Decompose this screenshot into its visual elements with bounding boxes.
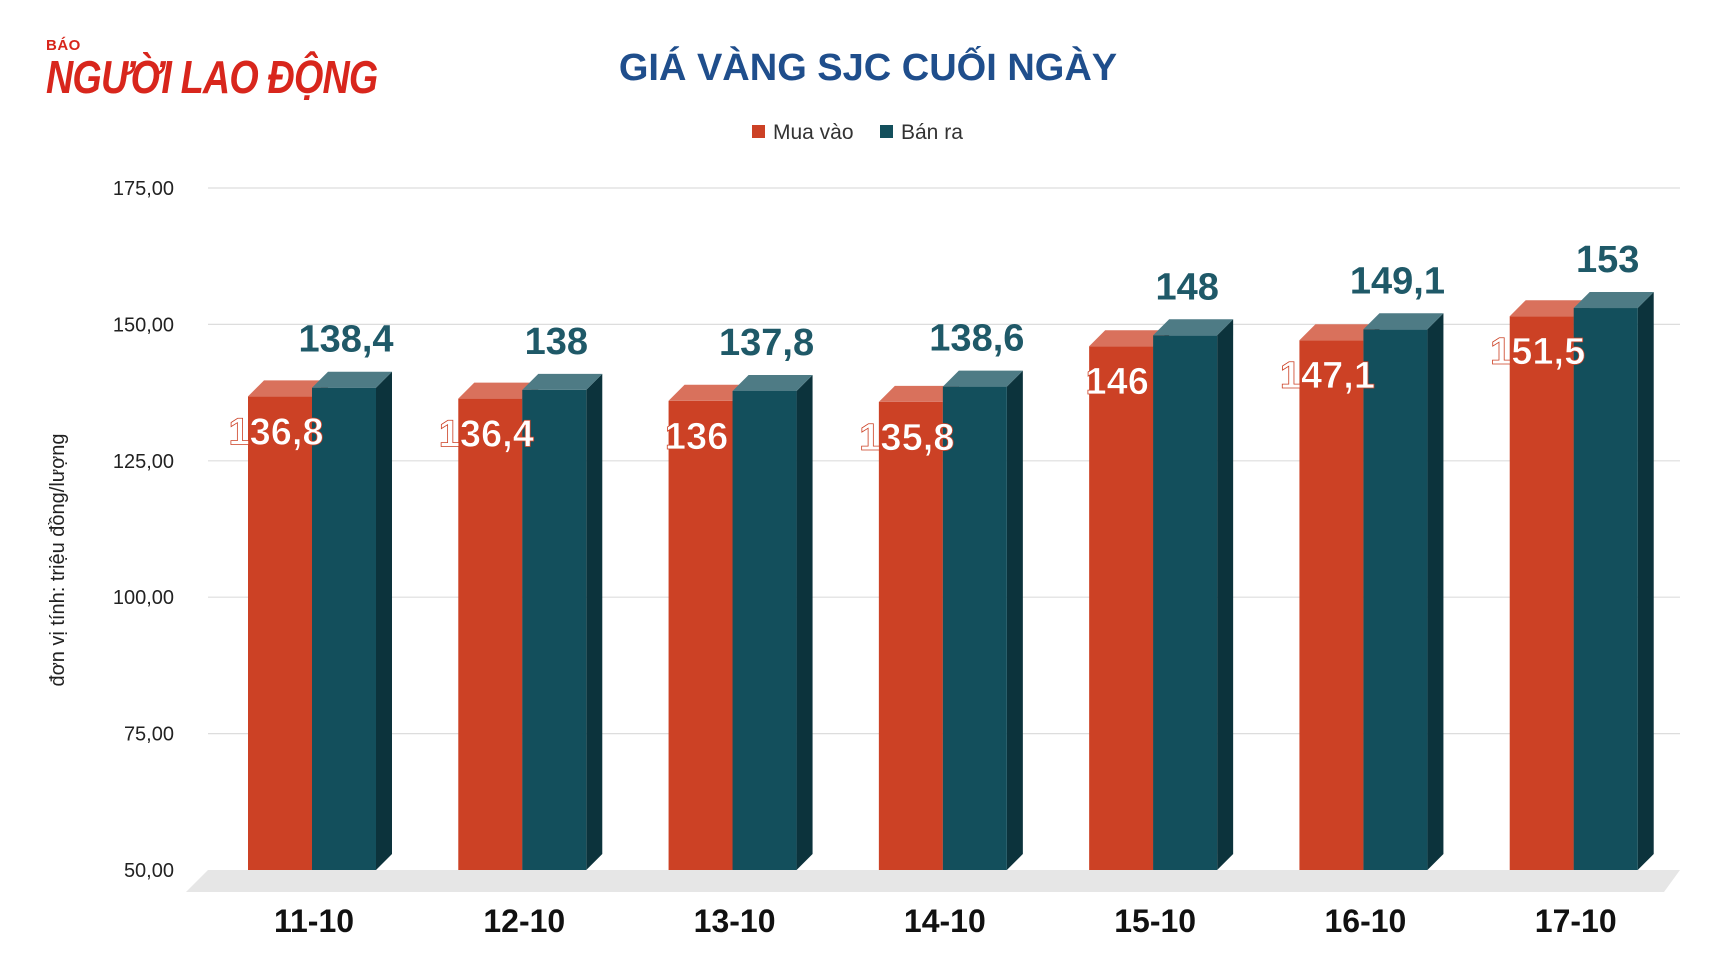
data-label-mua-vao: 147,1 bbox=[1280, 355, 1375, 397]
bar-ban-ra bbox=[942, 370, 1023, 870]
data-label-mua-vao: 136,4 bbox=[439, 414, 534, 456]
data-labels: 136,8 138,4 136,4 138 136 137,8 135,8 138,6 146 1… bbox=[228, 239, 1639, 459]
data-label-ban-ra: 148 bbox=[1155, 266, 1218, 308]
bar-ban-ra bbox=[312, 371, 392, 870]
data-label-ban-ra: 149,1 bbox=[1350, 260, 1445, 302]
chart-title: GIÁ VÀNG SJC CUỐI NGÀY bbox=[619, 44, 1117, 89]
legend-swatch-buy bbox=[752, 125, 765, 138]
y-axis-label: đơn vị tính: triệu đồng/lượng bbox=[47, 433, 69, 686]
logo-big-text: NGƯỜI LAO ĐỘNG bbox=[46, 51, 378, 103]
bars bbox=[248, 292, 1654, 871]
data-label-ban-ra: 138,4 bbox=[298, 319, 393, 361]
legend: Mua vào Bán ra bbox=[752, 121, 963, 144]
data-label-ban-ra: 138,6 bbox=[929, 318, 1024, 360]
x-tick-label: 12-10 bbox=[483, 903, 565, 939]
data-label-ban-ra: 137,8 bbox=[719, 322, 814, 364]
legend-label-sell: Bán ra bbox=[901, 121, 963, 144]
x-tick-label: 14-10 bbox=[904, 903, 986, 939]
x-axis-ticks: 11-10 12-10 13-10 14-10 15-10 16-10 17-10 bbox=[274, 903, 1617, 939]
x-tick-label: 15-10 bbox=[1114, 903, 1196, 939]
legend-swatch-sell bbox=[880, 125, 893, 138]
data-label-mua-vao: 136,8 bbox=[228, 411, 323, 453]
newspaper-logo: BÁO NGƯỜI LAO ĐỘNG bbox=[46, 38, 450, 101]
bar-ban-ra bbox=[1153, 319, 1234, 870]
y-tick-label: 50,00 bbox=[124, 860, 174, 882]
x-tick-label: 17-10 bbox=[1535, 903, 1617, 939]
bar-ban-ra bbox=[1363, 313, 1444, 870]
data-label-ban-ra: 153 bbox=[1576, 239, 1639, 281]
y-tick-label: 75,00 bbox=[124, 724, 174, 746]
y-axis-ticks: 50,00 75,00 100,00 125,00 150,00 175,00 bbox=[113, 178, 174, 882]
y-tick-label: 175,00 bbox=[113, 178, 174, 200]
data-label-mua-vao: 136 bbox=[665, 416, 728, 458]
bar-ban-ra bbox=[522, 373, 603, 870]
data-label-mua-vao: 146 bbox=[1085, 361, 1148, 403]
x-tick-label: 11-10 bbox=[274, 903, 354, 939]
bar-ban-ra bbox=[732, 374, 813, 870]
chart-floor bbox=[186, 870, 1680, 892]
bar-ban-ra bbox=[1573, 292, 1654, 871]
x-tick-label: 13-10 bbox=[694, 903, 776, 939]
y-tick-label: 150,00 bbox=[113, 314, 174, 336]
logo-small-text: BÁO bbox=[46, 37, 81, 54]
data-label-mua-vao: 135,8 bbox=[859, 417, 954, 459]
y-tick-label: 100,00 bbox=[113, 587, 174, 609]
data-label-ban-ra: 138 bbox=[525, 321, 588, 363]
y-tick-label: 125,00 bbox=[113, 451, 174, 473]
data-label-mua-vao: 151,5 bbox=[1490, 331, 1585, 373]
legend-label-buy: Mua vào bbox=[773, 121, 854, 144]
x-tick-label: 16-10 bbox=[1325, 903, 1407, 939]
